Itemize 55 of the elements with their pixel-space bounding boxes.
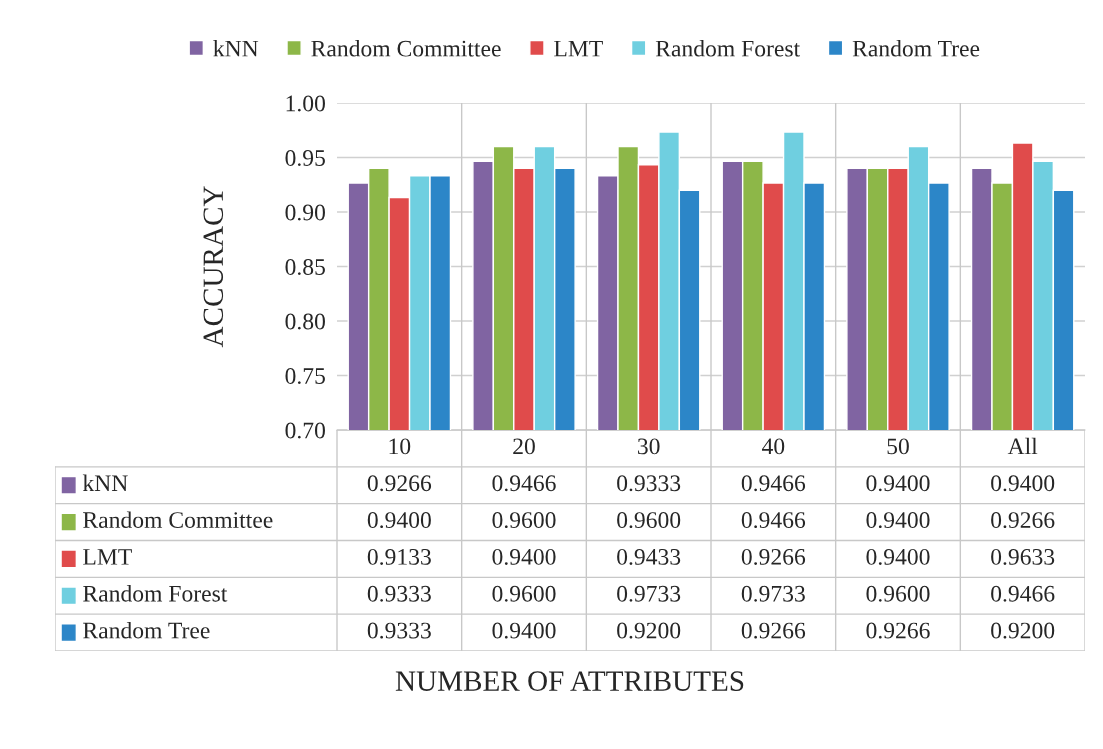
legend-label: LMT [554,40,603,57]
text: Random Committee [83,511,273,528]
data-label: 0.9400 [492,548,556,565]
data-label: 0.9600 [492,585,556,602]
y-tick-label: 0.70 [285,422,325,439]
data-label: 0.9333 [367,585,431,602]
data-label: 0.9266 [367,475,432,492]
legend-label: Random Committee [311,39,501,57]
x-tick-label: 20 [513,438,535,455]
data-label: 0.9466 [492,475,556,492]
data-label: 0.9466 [991,585,1055,602]
data-label: 0.9400 [866,475,930,492]
data-label: 0.9400 [991,475,1055,492]
y-tick-label: 0.90 [285,204,325,221]
y-tick-label: 0.85 [285,258,325,276]
data-label: 0.9400 [866,512,930,529]
text: Random Tree [83,621,210,639]
data-label: 0.9200 [991,622,1055,639]
data-label: 0.9333 [367,622,431,639]
text: Random Forest [83,585,228,602]
data-label: 0.9200 [617,622,681,639]
data-label: 0.9266 [991,512,1055,529]
data-label: 0.9133 [367,548,431,565]
data-label: 0.9266 [741,548,806,565]
y-axis-title: ACCURACY [203,186,224,348]
y-tick-label: 1.00 [286,95,325,112]
x-tick-label: 40 [761,438,785,455]
data-label: 0.9400 [492,622,556,639]
data-label: 0.9466 [741,475,806,492]
legend-label: kNN [213,39,259,57]
text: kNN [82,474,128,491]
legend-label: Random Tree [852,39,980,57]
data-label: 0.9333 [617,475,681,492]
data-label: 0.9633 [991,548,1055,565]
text: NUMBER OF ATTRIBUTES [395,671,744,691]
x-tick-label: 30 [637,438,660,455]
legend-label: Random Forest [655,39,801,57]
x-tick-label: 50 [887,438,909,455]
x-tick-label: All [1007,437,1038,455]
y-tick-label: 0.75 [285,367,325,385]
y-tick-label: 0.95 [285,149,325,167]
data-label: 0.9266 [866,622,930,639]
data-label: 0.9733 [617,585,681,602]
data-label: 0.9400 [866,548,930,565]
data-label: 0.9600 [617,512,681,529]
data-label: 0.9600 [492,512,556,529]
data-label: 0.9466 [741,512,806,529]
data-label: 0.9400 [367,512,431,529]
x-tick-label: 10 [389,438,411,455]
y-tick-label: 0.80 [285,313,325,330]
data-label: 0.9733 [741,585,805,602]
data-label: 0.9600 [866,585,930,602]
data-label: 0.9266 [741,622,806,639]
data-label: 0.9433 [617,548,681,565]
text: LMT [83,549,132,565]
